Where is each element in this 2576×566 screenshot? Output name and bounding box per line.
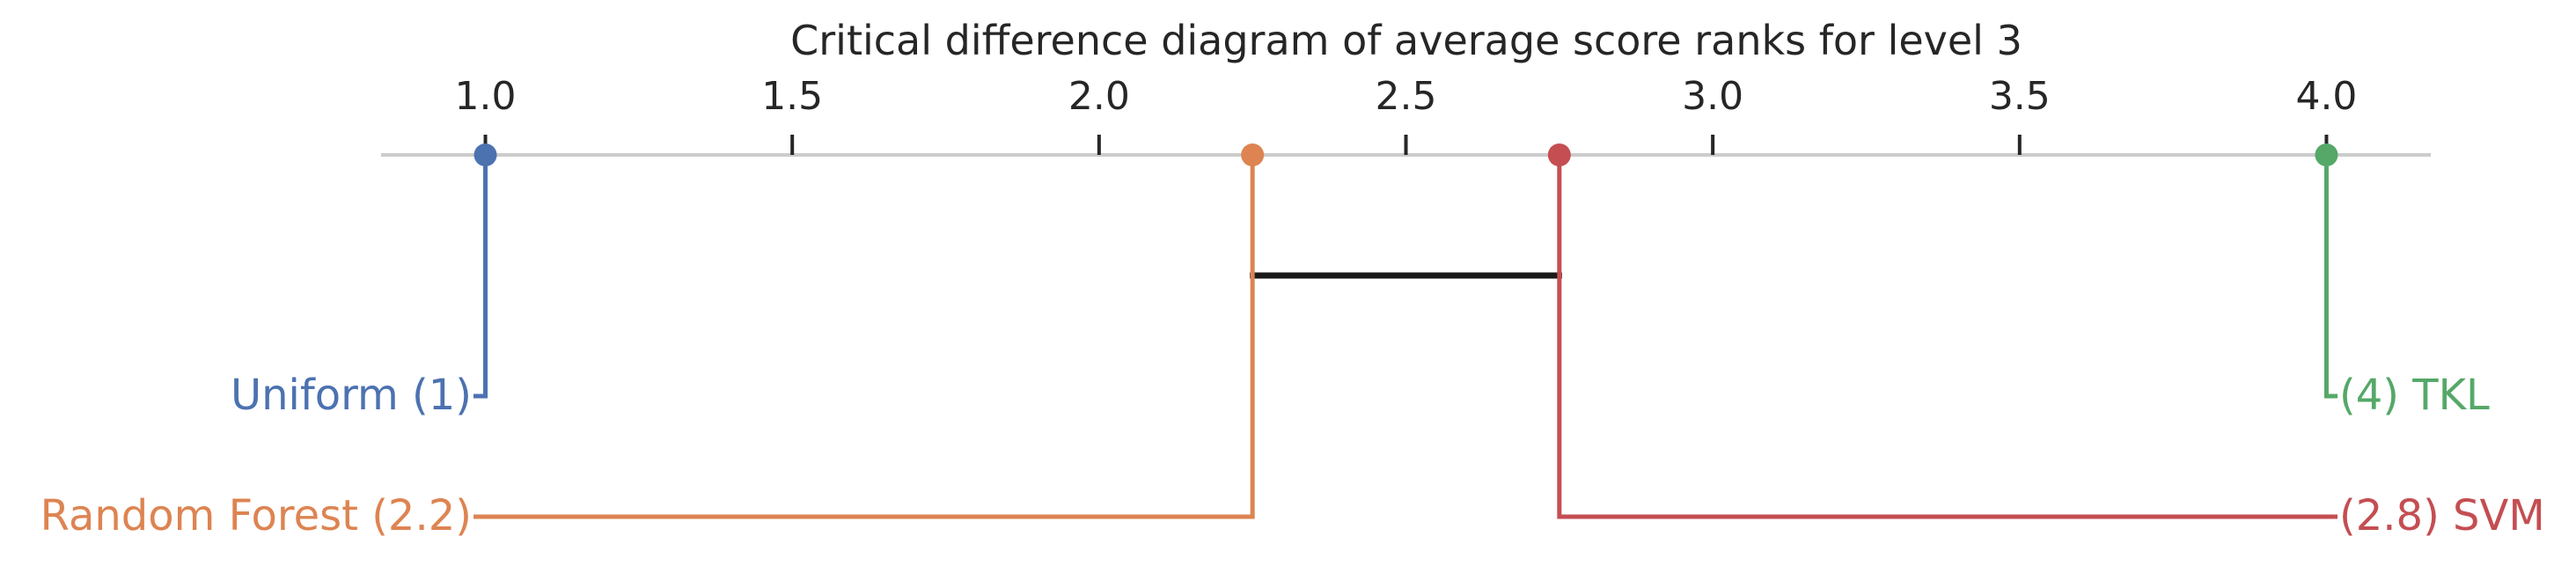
tick-label: 2.0 [1068, 74, 1130, 119]
rank-axis: 1.0 1.5 2.0 2.5 3.0 3.5 4.0 [381, 74, 2431, 157]
tick-label: 3.5 [1989, 74, 2051, 119]
chart-title: Critical difference diagram of average s… [790, 17, 2022, 64]
method-label: Random Forest (2.2) [40, 491, 472, 540]
method-connector [1557, 155, 2337, 519]
tick-label: 4.0 [2295, 74, 2357, 119]
rank-marker [1241, 143, 1265, 166]
method-label: (4) TKL [2339, 371, 2490, 420]
tick-label: 3.0 [1682, 74, 1743, 119]
method-label: Uniform (1) [231, 371, 472, 420]
tick-label: 2.5 [1376, 74, 1437, 119]
method-label: (2.8) SVM [2339, 491, 2545, 540]
method-connector [2323, 155, 2337, 399]
tick-label: 1.0 [455, 74, 517, 119]
rank-marker [2315, 143, 2338, 166]
rank-marker [1547, 143, 1571, 166]
tick-label: 1.5 [761, 74, 823, 119]
method-markers: Uniform (1) Random Forest (2.2) (4) TKL (2.… [40, 143, 2545, 540]
method-connector [473, 155, 1255, 519]
method-connector [473, 155, 488, 399]
rank-marker [473, 143, 497, 166]
